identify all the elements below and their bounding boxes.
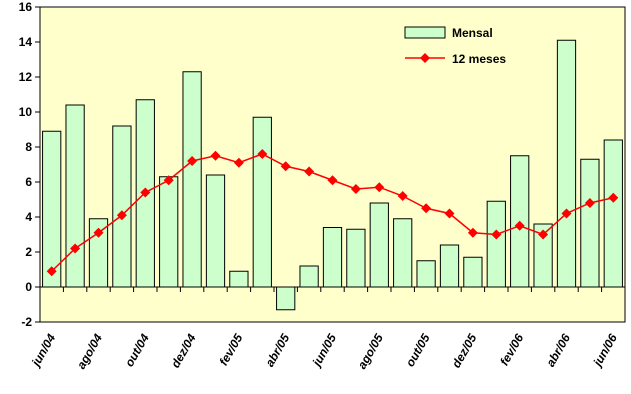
y-tick-label: 0 xyxy=(25,280,32,294)
point-12-meses-abr/06 xyxy=(561,208,572,219)
point-12-meses-jun/04 xyxy=(46,266,57,277)
point-12-meses-jul/04 xyxy=(70,243,81,254)
legend-marker-12-meses xyxy=(420,53,430,63)
point-12-meses-fev/06 xyxy=(514,220,525,231)
point-12-meses-mai/06 xyxy=(584,198,595,208)
point-12-meses-mai/05 xyxy=(304,166,315,177)
x-tick-label: fev/05 xyxy=(216,331,245,368)
x-tick-label: jun/05 xyxy=(309,331,340,370)
bar-abr/06 xyxy=(556,39,577,288)
point-12-meses-jan/06 xyxy=(491,229,502,240)
bar-fev/05 xyxy=(229,270,249,288)
point-12-meses-set/05 xyxy=(397,191,408,201)
x-tick-label: out/04 xyxy=(122,331,152,369)
bar-jul/04 xyxy=(65,104,85,288)
x-tick-label: jun/06 xyxy=(589,331,620,370)
point-12-meses-nov/05 xyxy=(444,208,455,219)
x-tick-label: dez/05 xyxy=(449,331,480,370)
bar-jan/06 xyxy=(486,200,506,288)
point-12-meses-out/04 xyxy=(140,187,151,198)
point-12-meses-jul/05 xyxy=(350,184,361,194)
x-tick-label: dez/04 xyxy=(168,331,199,370)
y-tick-label: 16 xyxy=(19,0,33,14)
bar-jun/06 xyxy=(603,139,623,288)
point-12-meses-abr/05 xyxy=(280,161,291,172)
y-tick-label: -2 xyxy=(21,315,32,329)
x-tick-label: fev/06 xyxy=(497,331,526,368)
bar-nov/04 xyxy=(159,176,179,288)
bar-nov/05 xyxy=(439,244,460,288)
y-tick-label: 10 xyxy=(19,105,33,119)
x-tick-label: abr/05 xyxy=(262,331,292,369)
bar-set/05 xyxy=(393,218,413,288)
bar-abr/05 xyxy=(276,286,296,311)
bar-dez/04 xyxy=(182,71,202,288)
line-layer xyxy=(46,149,619,277)
point-12-meses-ago/05 xyxy=(374,182,385,193)
point-12-meses-jun/05 xyxy=(327,175,338,186)
x-tick-label: abr/06 xyxy=(543,331,573,369)
point-12-meses-mar/05 xyxy=(257,149,268,159)
bar-ago/05 xyxy=(369,202,389,288)
bar-mai/05 xyxy=(299,265,319,288)
point-12-meses-jun/06 xyxy=(608,192,619,203)
point-12-meses-mar/06 xyxy=(538,229,549,240)
point-12-meses-nov/04 xyxy=(163,175,174,186)
point-12-meses-dez/05 xyxy=(467,227,478,238)
bar-jun/04 xyxy=(42,130,62,288)
legend-swatch-mensal xyxy=(404,26,446,39)
point-12-meses-dez/04 xyxy=(187,156,198,166)
bar-out/05 xyxy=(416,260,436,288)
bar-jan/05 xyxy=(205,174,226,288)
point-12-meses-ago/04 xyxy=(93,227,104,238)
y-tick-label: 12 xyxy=(19,70,33,84)
bar-jul/05 xyxy=(346,228,366,288)
x-tick-label: out/05 xyxy=(403,331,433,369)
bars-layer xyxy=(42,39,623,311)
y-tick-label: 6 xyxy=(25,175,32,189)
bar-mar/05 xyxy=(252,116,272,288)
x-tick-label: jun/04 xyxy=(28,331,59,370)
y-tick-label: 2 xyxy=(25,245,32,259)
point-12-meses-out/05 xyxy=(421,203,432,214)
legend-label-12-meses: 12 meses xyxy=(452,52,506,66)
point-12-meses-jan/05 xyxy=(210,150,221,161)
bar-set/04 xyxy=(112,125,132,288)
bar-jun/05 xyxy=(322,227,343,288)
point-12-meses-set/04 xyxy=(116,210,127,221)
x-tick-label: ago/05 xyxy=(355,331,386,371)
y-tick-label: 8 xyxy=(25,140,32,154)
y-tick-label: 14 xyxy=(19,35,33,49)
bar-mai/06 xyxy=(580,158,600,288)
legend: Mensal 12 meses xyxy=(404,26,506,66)
bar-dez/05 xyxy=(463,256,483,288)
point-12-meses-fev/05 xyxy=(233,157,244,168)
x-tick-label: ago/04 xyxy=(74,331,105,371)
y-tick-label: 4 xyxy=(25,210,32,224)
legend-label-mensal: Mensal xyxy=(452,26,493,40)
